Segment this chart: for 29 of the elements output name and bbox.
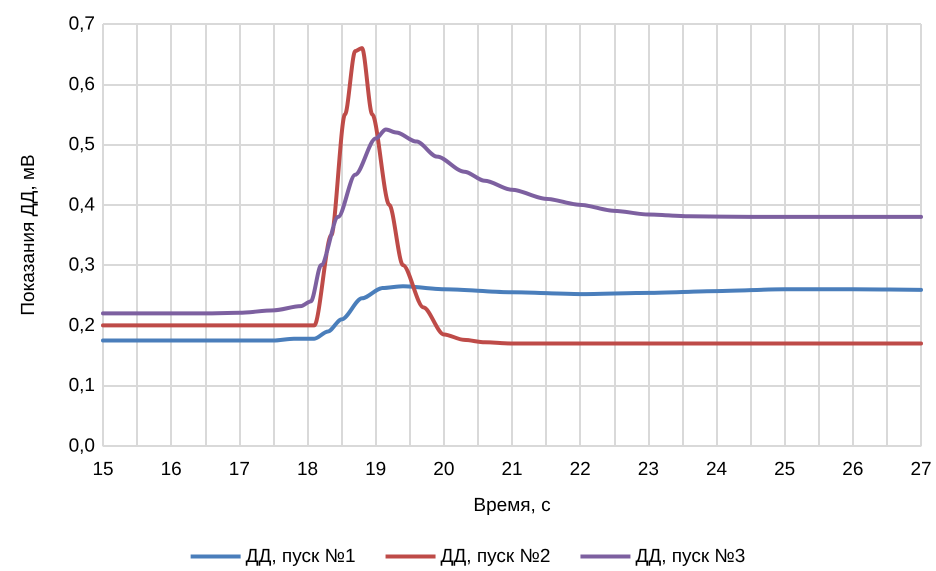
y-tick-label: 0,0 bbox=[68, 436, 95, 456]
x-tick-label: 15 bbox=[92, 459, 114, 480]
x-tick-label: 26 bbox=[842, 459, 864, 480]
y-tick-label: 0,6 bbox=[68, 74, 95, 95]
y-tick-label: 0,4 bbox=[68, 194, 96, 216]
x-tick-label: 17 bbox=[228, 459, 250, 480]
x-tick-label: 18 bbox=[296, 459, 318, 480]
line-series bbox=[101, 46, 923, 346]
x-tick-label: 19 bbox=[365, 459, 386, 480]
x-tick-label: 27 bbox=[910, 459, 932, 480]
legend-label: ДД, пуск №1 bbox=[246, 546, 356, 567]
line-series bbox=[101, 284, 923, 342]
y-axis-title: Показания ДД, мВ bbox=[18, 154, 39, 316]
x-tick-label: 24 bbox=[706, 459, 728, 480]
x-tick-label: 21 bbox=[501, 459, 523, 480]
legend-label: ДД, пуск №2 bbox=[440, 546, 550, 567]
x-tick-label: 16 bbox=[160, 459, 182, 480]
line-series bbox=[101, 128, 923, 316]
x-tick-label: 20 bbox=[433, 459, 454, 480]
y-tick-label: 0,5 bbox=[68, 134, 95, 156]
y-tick-label: 0,2 bbox=[68, 314, 95, 336]
y-tick-label: 0,3 bbox=[68, 254, 95, 276]
x-tick-label: 25 bbox=[774, 459, 796, 480]
y-tick-label: 0,7 bbox=[68, 14, 95, 34]
x-tick-label: 23 bbox=[638, 459, 659, 480]
x-tick-label: 22 bbox=[570, 459, 591, 480]
legend-label: ДД, пуск №3 bbox=[635, 546, 746, 567]
y-tick-label: 0,1 bbox=[68, 375, 95, 396]
x-axis-title: Время, с bbox=[473, 495, 551, 516]
